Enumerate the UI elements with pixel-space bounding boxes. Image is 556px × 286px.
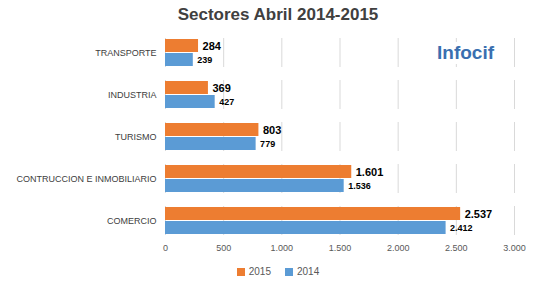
svg-text:2.537: 2.537	[465, 208, 493, 220]
svg-text:INDUSTRIA: INDUSTRIA	[108, 90, 157, 100]
svg-text:1.000: 1.000	[271, 243, 294, 253]
html-text:Infocif: Infocif	[437, 42, 494, 63]
svg-text:1.601: 1.601	[356, 166, 384, 178]
svg-text:0: 0	[163, 243, 168, 253]
svg-text:284: 284	[203, 40, 222, 52]
svg-text:239: 239	[197, 55, 212, 65]
svg-text:779: 779	[260, 139, 275, 149]
svg-text:3.000: 3.000	[503, 243, 526, 253]
svg-text:2.412: 2.412	[450, 223, 473, 233]
svg-text:CONTRUCCION E INMOBILIARIO: CONTRUCCION E INMOBILIARIO	[16, 174, 156, 184]
html-text:2014: 2014	[297, 265, 320, 277]
svg-text:2.000: 2.000	[387, 243, 410, 253]
svg-text:1.500: 1.500	[329, 243, 352, 253]
html-text:Sectores Abril 2014-2015: Sectores Abril 2014-2015	[177, 5, 379, 24]
svg-text:369: 369	[212, 82, 230, 94]
svg-text:1.536: 1.536	[348, 181, 371, 191]
svg-text:COMERCIO: COMERCIO	[107, 216, 157, 226]
svg-text:803: 803	[263, 124, 281, 136]
svg-text:2.500: 2.500	[445, 243, 468, 253]
svg-text:TURISMO: TURISMO	[115, 132, 157, 142]
svg-text:TRANSPORTE: TRANSPORTE	[95, 48, 156, 58]
svg-text:500: 500	[216, 243, 231, 253]
html-text:2015: 2015	[248, 265, 271, 277]
svg-text:427: 427	[219, 97, 234, 107]
